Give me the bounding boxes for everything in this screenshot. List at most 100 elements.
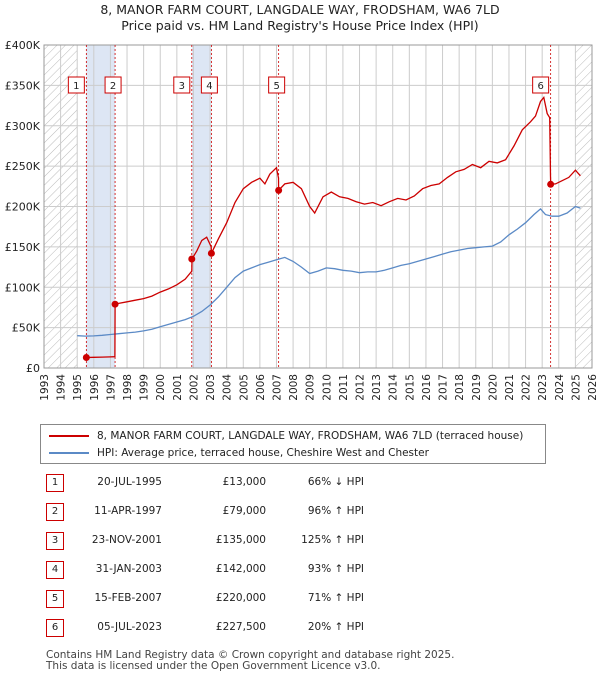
y-tick-label: £250K — [5, 160, 41, 173]
chart-subtitle: Price paid vs. HM Land Registry's House … — [121, 18, 479, 33]
y-tick-label: £350K — [5, 79, 41, 92]
transaction-date: 20-JUL-1995 — [97, 476, 162, 488]
x-tick-label: 2015 — [404, 374, 416, 401]
x-tick-label: 2006 — [255, 374, 267, 401]
transaction-marker-label-3: 3 — [179, 81, 185, 92]
chart-title: 8, MANOR FARM COURT, LANGDALE WAY, FRODS… — [100, 2, 500, 17]
transaction-point-6 — [547, 180, 555, 188]
transaction-marker-label-1: 1 — [73, 81, 79, 92]
transaction-price: £79,000 — [222, 505, 266, 517]
x-tick-label: 1993 — [39, 374, 51, 401]
x-tick-label: 2011 — [338, 374, 350, 401]
transaction-price: £142,000 — [215, 563, 266, 575]
y-tick-label: £150K — [5, 241, 41, 254]
plot-border — [43, 44, 593, 369]
legend-label-hpi: HPI: Average price, terraced house, Ches… — [97, 447, 429, 459]
transaction-point-3 — [188, 255, 196, 263]
x-tick-label: 1999 — [139, 374, 151, 401]
transaction-date: 15-FEB-2007 — [94, 592, 162, 604]
transaction-marker-label-2: 2 — [110, 81, 116, 92]
transaction-number: 6 — [46, 619, 64, 637]
transaction-point-1 — [82, 354, 90, 362]
x-tick-label: 1995 — [72, 374, 84, 401]
x-tick-label: 2012 — [355, 374, 367, 401]
x-tick-label: 2003 — [205, 374, 217, 401]
x-tick-label: 1996 — [89, 374, 101, 401]
x-tick-label: 2022 — [521, 374, 533, 401]
x-tick-label: 2004 — [222, 374, 234, 401]
price-chart: £0 £50K £100K £150K £200K £250K £300K £350K £400… — [5, 39, 599, 401]
x-tick-label: 2019 — [471, 374, 483, 401]
transaction-hpi-change: 96% ↑ HPI — [307, 505, 364, 517]
footer: Contains HM Land Registry data © Crown c… — [46, 650, 454, 672]
x-tick-label: 2005 — [238, 374, 250, 401]
transaction-hpi-change: 66% ↓ HPI — [307, 476, 364, 488]
legend-swatch-price — [49, 435, 89, 437]
x-tick-label: 2018 — [454, 374, 466, 401]
transaction-row: 4 31-JAN-2003 £142,000 93% ↑ HPI — [40, 559, 560, 579]
x-tick-label: 2025 — [570, 374, 582, 401]
legend-swatch-hpi — [49, 452, 89, 454]
transaction-price: £220,000 — [215, 592, 266, 604]
transaction-marker-box-3 — [173, 76, 191, 94]
y-tick-label: £200K — [5, 201, 41, 214]
transaction-marker-label-6: 6 — [537, 81, 543, 92]
x-tick-label: 2001 — [172, 374, 184, 401]
transaction-price: £227,500 — [215, 621, 266, 633]
transaction-marker-box-2 — [104, 76, 122, 94]
x-tick-label: 1994 — [56, 374, 68, 401]
transaction-price: £135,000 — [215, 534, 266, 546]
transaction-hpi-change: 20% ↑ HPI — [307, 621, 364, 633]
footer-licence: This data is licensed under the Open Gov… — [46, 660, 381, 672]
transaction-point-2 — [111, 300, 119, 308]
transaction-row: 3 23-NOV-2001 £135,000 125% ↑ HPI — [40, 530, 560, 550]
transaction-number: 4 — [46, 561, 64, 579]
transaction-hpi-change: 93% ↑ HPI — [307, 563, 364, 575]
price-series-line — [86, 96, 581, 359]
y-tick-label: £0 — [26, 362, 40, 375]
transaction-date: 23-NOV-2001 — [91, 534, 162, 546]
x-tick-label: 1997 — [105, 374, 117, 401]
x-tick-label: 2023 — [537, 374, 549, 401]
y-tick-label: £300K — [5, 120, 41, 133]
transaction-date: 05-JUL-2023 — [97, 621, 162, 633]
x-tick-label: 2020 — [487, 374, 499, 401]
transaction-hpi-change: 71% ↑ HPI — [307, 592, 364, 604]
transaction-number: 5 — [46, 590, 64, 608]
x-tick-label: 2024 — [554, 374, 566, 401]
x-tick-label: 2017 — [438, 374, 450, 401]
y-tick-label: £100K — [5, 281, 41, 294]
transaction-marker-label-5: 5 — [273, 81, 279, 92]
transaction-number: 3 — [46, 532, 64, 550]
x-tick-label: 2021 — [504, 374, 516, 401]
transaction-row: 5 15-FEB-2007 £220,000 71% ↑ HPI — [40, 588, 560, 608]
y-tick-label: £50K — [12, 322, 41, 335]
x-tick-label: 2000 — [155, 374, 167, 401]
transaction-number: 2 — [46, 503, 64, 521]
transaction-row: 6 05-JUL-2023 £227,500 20% ↑ HPI — [40, 617, 560, 637]
x-tick-label: 2007 — [271, 374, 283, 401]
transaction-point-5 — [275, 186, 283, 194]
x-tick-label: 2014 — [388, 374, 400, 401]
x-tick-label: 2010 — [321, 374, 333, 401]
x-tick-label: 1998 — [122, 374, 134, 401]
transaction-marker-label-4: 4 — [206, 81, 212, 92]
hpi-series-line — [77, 205, 581, 337]
y-tick-label: £400K — [5, 39, 41, 52]
transaction-marker-box-4 — [200, 76, 218, 94]
transaction-row: 2 11-APR-1997 £79,000 96% ↑ HPI — [40, 501, 560, 521]
transaction-row: 1 20-JUL-1995 £13,000 66% ↓ HPI — [40, 472, 560, 492]
x-tick-label: 2008 — [288, 374, 300, 401]
x-tick-label: 2026 — [587, 374, 599, 401]
x-tick-label: 2009 — [305, 374, 317, 401]
transaction-date: 31-JAN-2003 — [95, 563, 162, 575]
transaction-point-4 — [207, 249, 215, 257]
transaction-marker-box-1 — [67, 76, 85, 94]
x-tick-label: 2016 — [421, 374, 433, 401]
legend-item-hpi: HPI: Average price, terraced house, Ches… — [49, 446, 429, 460]
x-tick-label: 2002 — [188, 374, 200, 401]
footer-copyright: Contains HM Land Registry data © Crown c… — [46, 649, 455, 661]
transaction-hpi-change: 125% ↑ HPI — [301, 534, 364, 546]
legend-item-price: 8, MANOR FARM COURT, LANGDALE WAY, FRODS… — [49, 429, 523, 443]
transaction-number: 1 — [46, 474, 64, 492]
